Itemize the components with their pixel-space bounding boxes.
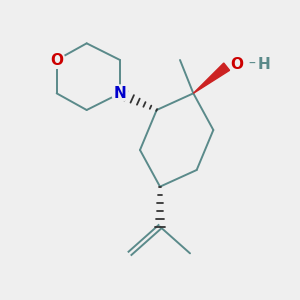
Circle shape xyxy=(48,52,65,68)
Text: N: N xyxy=(114,86,126,101)
Text: H: H xyxy=(257,56,270,71)
Text: –: – xyxy=(248,57,255,71)
Text: O: O xyxy=(50,52,63,68)
Text: O: O xyxy=(231,56,244,71)
Circle shape xyxy=(112,85,128,102)
Polygon shape xyxy=(193,63,230,93)
